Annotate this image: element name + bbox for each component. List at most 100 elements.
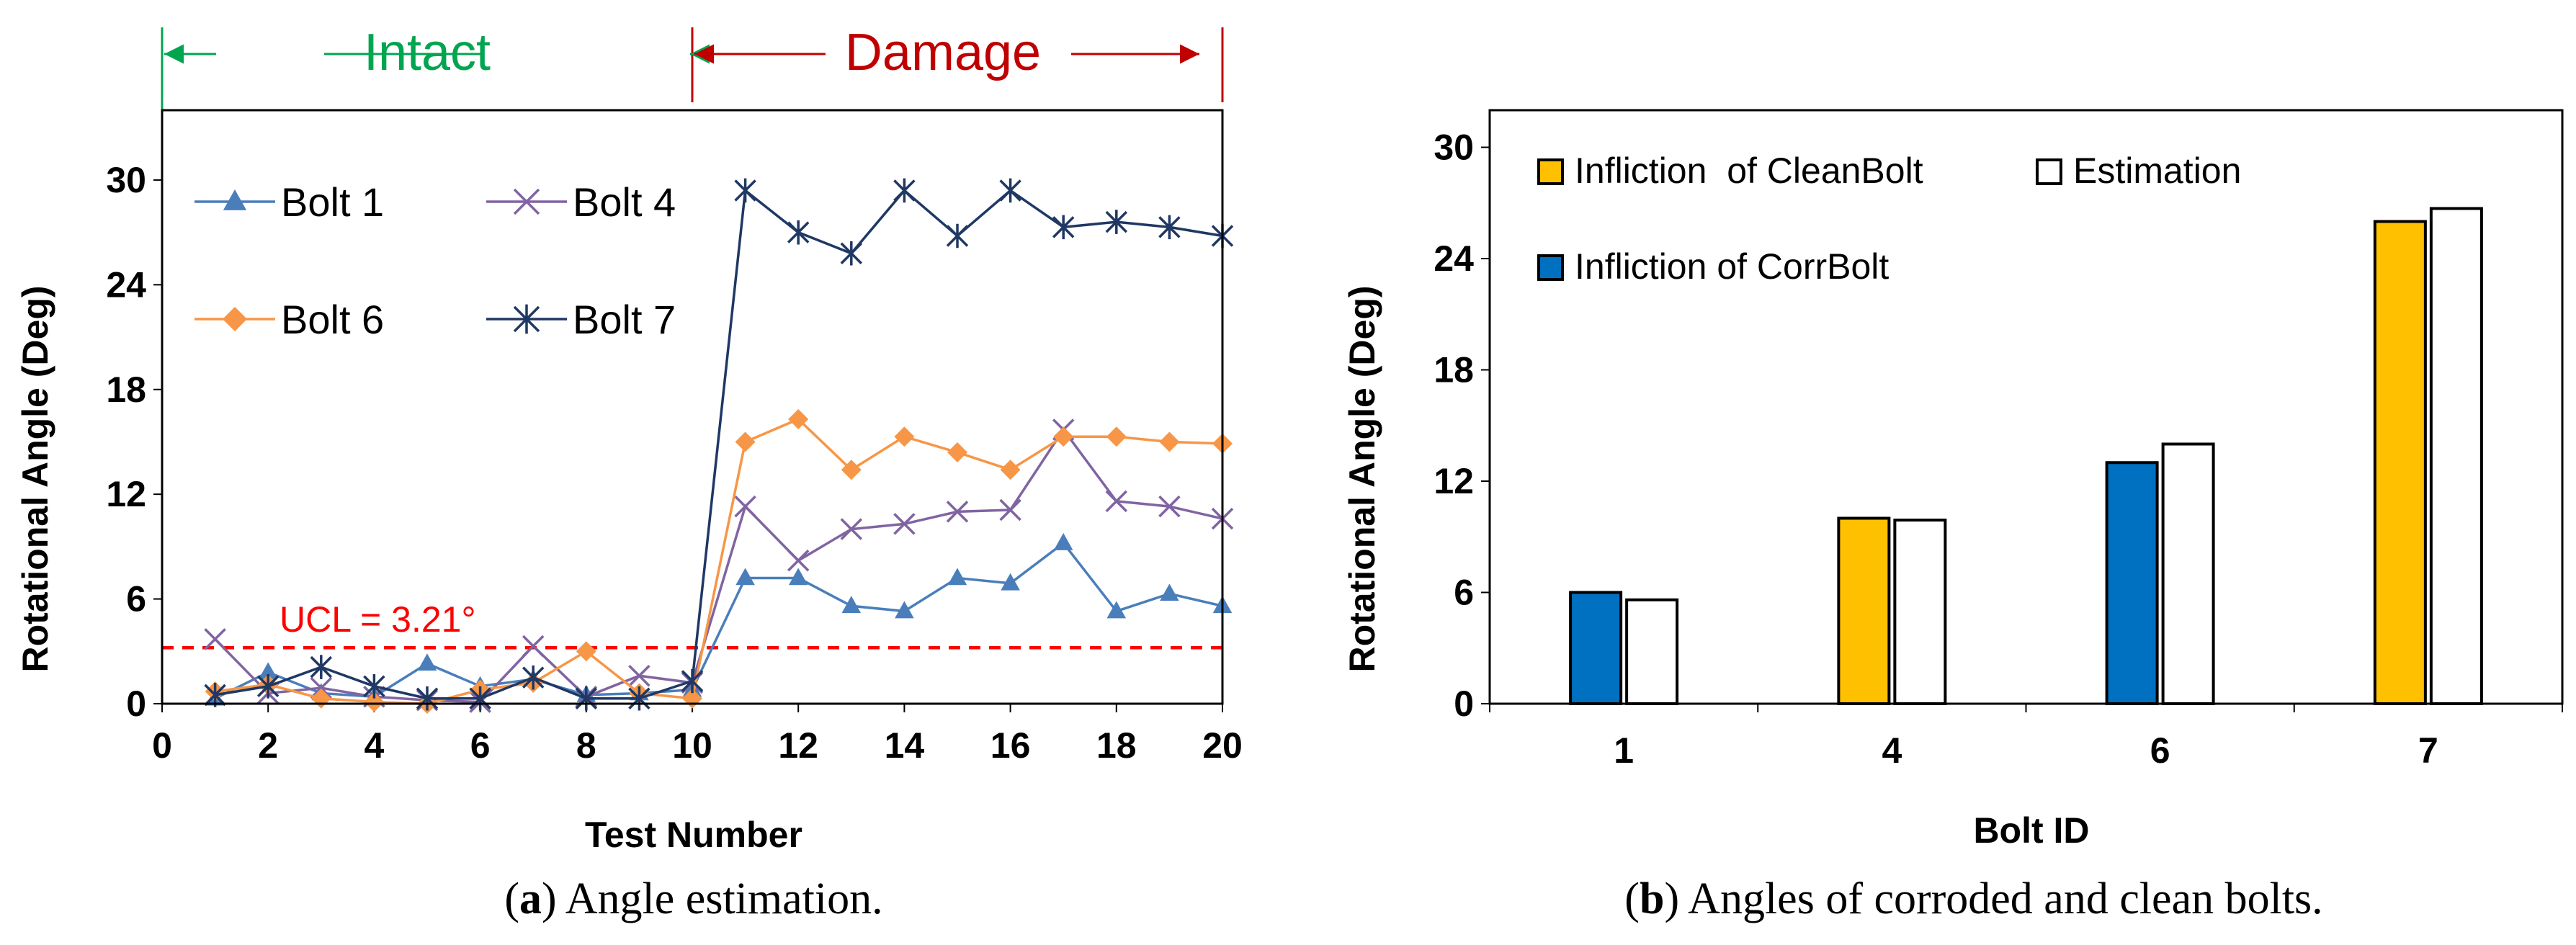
data-point xyxy=(788,568,808,586)
data-point xyxy=(1105,210,1128,234)
bar-group-bolt-7 xyxy=(2373,207,2483,706)
phase-label-intact: Intact xyxy=(364,24,491,81)
series-line xyxy=(215,188,1223,700)
legend-label: Bolt 7 xyxy=(573,297,676,342)
marker-stroke xyxy=(256,673,279,699)
marker-stroke xyxy=(787,550,810,572)
legend-item-1: Estimation xyxy=(2036,151,2241,191)
y-tick-label: 18 xyxy=(1434,350,1474,390)
data-point xyxy=(946,501,969,523)
data-point xyxy=(1000,460,1021,480)
x-tick-label: 8 xyxy=(576,725,596,766)
data-point xyxy=(1106,601,1127,619)
data-point xyxy=(258,662,278,680)
marker-stroke xyxy=(469,686,491,711)
marker-stroke xyxy=(1052,215,1075,240)
data-point xyxy=(893,513,916,535)
data-point xyxy=(417,653,437,671)
caption-text: Angle estimation. xyxy=(565,874,883,923)
x-tick-label: 4 xyxy=(364,725,384,766)
data-point xyxy=(1052,215,1075,240)
legend-label: Bolt 4 xyxy=(573,179,676,225)
legend-label: Estimation xyxy=(2073,151,2241,191)
data-point xyxy=(363,673,385,699)
data-point xyxy=(1053,533,1073,550)
marker-stroke xyxy=(681,668,704,694)
marker-stroke xyxy=(513,188,540,215)
data-point xyxy=(469,686,491,711)
bar-group-bolt-1 xyxy=(1569,591,1679,705)
data-point xyxy=(628,664,650,687)
x-tick-label: 0 xyxy=(152,725,172,766)
data-point xyxy=(416,686,439,711)
bar-infliction xyxy=(2105,461,2159,705)
data-point xyxy=(947,442,967,463)
y-tick-label: 12 xyxy=(1434,461,1474,501)
caption-letter: a xyxy=(519,874,542,923)
x-tick-label: 6 xyxy=(2150,730,2170,771)
marker-stroke xyxy=(204,628,226,650)
caption: (b) Angles of corroded and clean bolts. xyxy=(1624,874,2322,923)
bar-estimation xyxy=(2161,442,2215,705)
data-point xyxy=(628,686,650,711)
legend: Infliction of CleanBolt Estimation Inflict… xyxy=(1537,151,2241,287)
x-tick-label: 4 xyxy=(1882,730,1902,771)
legend-marker xyxy=(223,189,247,210)
data-point xyxy=(1106,426,1127,447)
marker-stroke xyxy=(1105,490,1128,513)
bar-infliction xyxy=(1837,516,1891,705)
data-point xyxy=(310,676,333,699)
caption-text: Angles of corroded and clean bolts. xyxy=(1688,874,2323,923)
data-point xyxy=(522,665,545,690)
y-tick-label: 0 xyxy=(1454,684,1474,724)
bar-estimation xyxy=(1625,598,1679,705)
legend-label: Infliction of CleanBolt xyxy=(1575,151,1923,191)
x-tick-label: 20 xyxy=(1202,725,1243,766)
plot-border xyxy=(161,109,1224,705)
ucl-label: UCL = 3.21° xyxy=(279,599,475,640)
marker-stroke xyxy=(1105,210,1128,234)
marker-stroke xyxy=(893,513,916,535)
marker-stroke xyxy=(628,686,650,711)
ucl-threshold: UCL = 3.21° xyxy=(162,599,1222,650)
x-tick-label: 7 xyxy=(2418,730,2438,771)
data-point xyxy=(310,655,333,679)
data-point xyxy=(1105,490,1128,513)
marker-stroke xyxy=(522,665,545,690)
marker-stroke xyxy=(946,501,969,523)
legend-swatch xyxy=(1537,254,1564,281)
bar-series xyxy=(1569,207,2483,706)
y-tick-labels: 0 6 12 18 24 30 xyxy=(106,160,146,724)
marker-stroke xyxy=(513,304,540,334)
marker-stroke xyxy=(999,178,1021,203)
series-line xyxy=(215,417,1223,705)
legend-label: Bolt 1 xyxy=(281,179,384,225)
marker-stroke xyxy=(893,178,916,203)
y-tick-label: 24 xyxy=(1434,238,1474,279)
x-tick-label: 1 xyxy=(1614,730,1634,771)
y-tick-label: 30 xyxy=(106,160,146,200)
marker-stroke xyxy=(416,686,439,711)
legend-marker xyxy=(223,307,247,331)
data-point xyxy=(1053,426,1074,447)
marker-stroke xyxy=(787,220,810,245)
data-point xyxy=(681,668,704,694)
data-point xyxy=(840,518,863,540)
phase-label-damage: Damage xyxy=(845,24,1041,81)
data-point xyxy=(787,220,810,245)
caption-letter: b xyxy=(1640,874,1664,923)
series-bolt-6 xyxy=(205,408,1233,714)
data-point xyxy=(734,178,756,203)
data-point xyxy=(735,568,755,586)
legend-swatch xyxy=(1537,158,1564,185)
x-tick-label: 10 xyxy=(672,725,712,766)
y-tick-label: 30 xyxy=(1434,127,1474,168)
bar-infliction xyxy=(1569,591,1623,705)
bar-group-bolt-4 xyxy=(1837,516,1947,706)
data-point xyxy=(256,673,279,699)
y-axis-label: Rotational Angle (Deg) xyxy=(15,285,55,672)
legend-item-bolt-4: Bolt 4 xyxy=(486,179,676,225)
data-point xyxy=(1001,573,1020,591)
y-axis-label: Rotational Angle (Deg) xyxy=(1342,285,1382,672)
